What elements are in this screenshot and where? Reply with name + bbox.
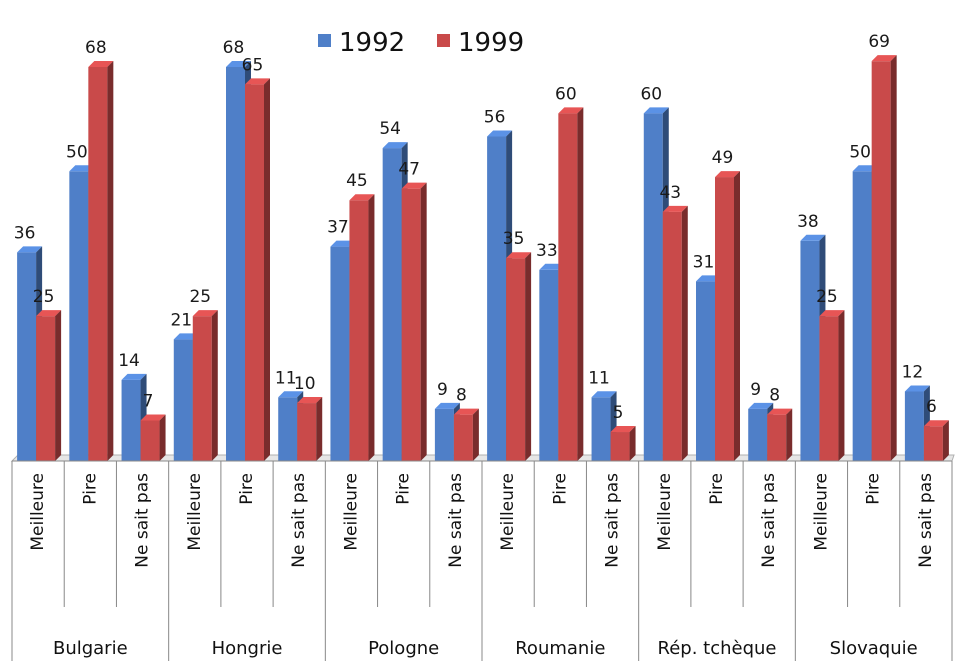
group-label-1: Hongrie bbox=[212, 638, 283, 659]
bar-1999-17 bbox=[923, 420, 949, 461]
data-label-1999-17: 6 bbox=[926, 397, 937, 417]
bar-1999-12 bbox=[662, 205, 688, 461]
data-label-1999-8: 8 bbox=[456, 386, 467, 406]
data-label-1992-8: 9 bbox=[437, 380, 448, 400]
bar-1999-13 bbox=[715, 171, 740, 462]
tick-label-14: Ne sait pas bbox=[759, 473, 779, 568]
data-label-1992-10: 33 bbox=[536, 241, 558, 261]
data-label-1999-5: 10 bbox=[294, 374, 316, 394]
legend-label-1999: 1999 bbox=[458, 28, 524, 58]
data-label-1999-16: 69 bbox=[868, 32, 890, 52]
bar-1992-17 bbox=[904, 385, 930, 461]
bar-1999-9 bbox=[506, 252, 532, 461]
group-label-4: Rép. tchèque bbox=[658, 638, 777, 659]
data-label-1999-6: 45 bbox=[346, 171, 368, 191]
data-label-1992-5: 11 bbox=[275, 368, 297, 388]
group-label-0: Bulgarie bbox=[53, 638, 128, 659]
tick-label-9: Meilleure bbox=[498, 473, 518, 551]
data-label-1992-6: 37 bbox=[327, 218, 349, 238]
tick-label-12: Meilleure bbox=[655, 473, 675, 551]
data-label-1999-13: 49 bbox=[712, 148, 734, 168]
data-label-1992-4: 68 bbox=[223, 38, 245, 58]
data-label-1999-15: 25 bbox=[816, 287, 838, 307]
data-label-1992-11: 11 bbox=[588, 368, 610, 388]
data-label-1999-9: 35 bbox=[503, 229, 525, 249]
bar-1999-0 bbox=[36, 310, 62, 461]
group-label-3: Roumanie bbox=[515, 638, 605, 659]
bar-1999-4 bbox=[245, 78, 270, 461]
bar-1999-15 bbox=[819, 310, 845, 461]
bar-1999-2 bbox=[140, 414, 166, 461]
bar-1999-10 bbox=[558, 107, 584, 461]
tick-label-4: Pire bbox=[237, 473, 257, 505]
tick-label-13: Pire bbox=[707, 473, 727, 505]
data-label-1992-1: 50 bbox=[66, 142, 88, 162]
tick-label-10: Pire bbox=[550, 473, 570, 505]
data-label-1999-11: 5 bbox=[613, 403, 624, 423]
tick-label-17: Ne sait pas bbox=[916, 473, 936, 568]
data-label-1999-10: 60 bbox=[555, 84, 577, 104]
bar-1999-7 bbox=[401, 182, 427, 461]
bar-1999-11 bbox=[610, 426, 636, 461]
data-label-1992-16: 50 bbox=[849, 142, 871, 162]
bar-1999-5 bbox=[297, 397, 323, 461]
data-label-1999-4: 65 bbox=[242, 55, 264, 75]
bar-1999-1 bbox=[88, 60, 114, 462]
tick-label-6: Meilleure bbox=[341, 473, 361, 551]
tick-label-2: Ne sait pas bbox=[133, 473, 153, 568]
bar-1999-16 bbox=[871, 55, 897, 462]
data-label-1992-3: 21 bbox=[170, 310, 192, 330]
tick-label-15: Meilleure bbox=[811, 473, 831, 551]
group-label-5: Slovaquie bbox=[830, 638, 918, 659]
data-label-1992-0: 36 bbox=[14, 223, 36, 243]
data-label-1992-13: 31 bbox=[693, 252, 715, 272]
tick-label-1: Pire bbox=[80, 473, 100, 505]
legend-swatch-1999 bbox=[437, 34, 450, 47]
data-label-1999-14: 8 bbox=[769, 386, 780, 406]
tick-label-11: Ne sait pas bbox=[603, 473, 623, 568]
data-label-1999-1: 68 bbox=[85, 38, 107, 58]
tick-label-8: Ne sait pas bbox=[446, 473, 466, 568]
data-label-1999-0: 25 bbox=[33, 287, 55, 307]
bar-1999-6 bbox=[349, 194, 375, 461]
tick-label-0: Meilleure bbox=[28, 473, 48, 551]
tick-label-5: Ne sait pas bbox=[289, 473, 309, 568]
group-label-2: Pologne bbox=[368, 638, 439, 659]
data-label-1992-9: 56 bbox=[484, 108, 506, 128]
legend-label-1992: 1992 bbox=[339, 28, 405, 58]
tick-label-7: Pire bbox=[394, 473, 414, 505]
data-label-1999-3: 25 bbox=[189, 287, 211, 307]
legend-swatch-1992 bbox=[318, 34, 331, 47]
data-label-1999-2: 7 bbox=[143, 391, 154, 411]
tick-label-3: Meilleure bbox=[185, 473, 205, 551]
data-label-1992-12: 60 bbox=[640, 84, 662, 104]
x-axis bbox=[11, 460, 953, 661]
data-label-1992-15: 38 bbox=[797, 212, 819, 232]
tick-label-16: Pire bbox=[864, 473, 884, 505]
data-label-1999-12: 43 bbox=[659, 183, 681, 203]
data-label-1992-14: 9 bbox=[750, 380, 761, 400]
data-label-1992-7: 54 bbox=[379, 119, 401, 139]
bar-1999-14 bbox=[767, 408, 793, 461]
bar-1999-8 bbox=[453, 408, 479, 461]
bar-1999-3 bbox=[192, 310, 218, 461]
data-label-1992-2: 14 bbox=[118, 351, 140, 371]
data-label-1992-17: 12 bbox=[902, 362, 924, 382]
data-label-1999-7: 47 bbox=[398, 160, 420, 180]
legend: 1992 1999 bbox=[318, 28, 524, 58]
